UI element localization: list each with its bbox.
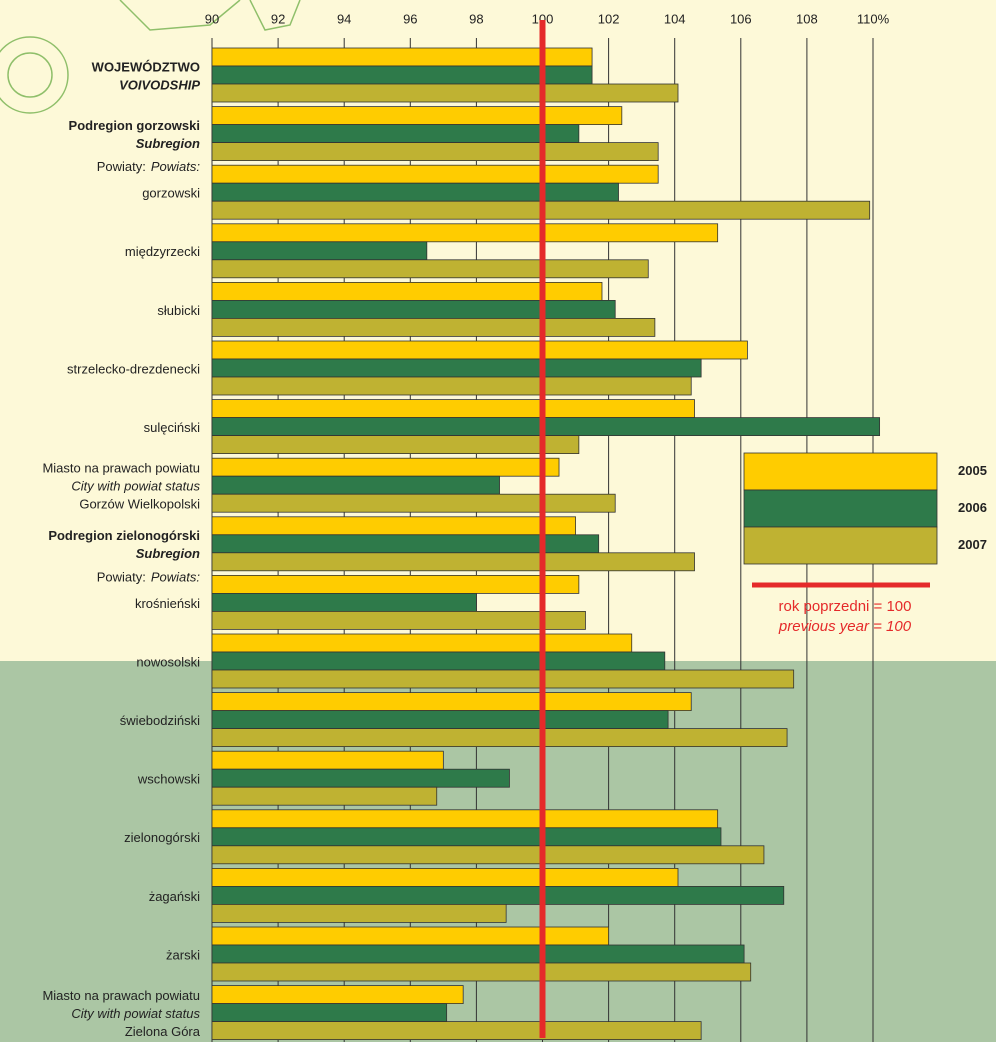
bar xyxy=(211,340,748,360)
bar xyxy=(211,317,656,337)
bar xyxy=(211,164,659,184)
bar xyxy=(211,516,576,536)
bar xyxy=(211,182,619,202)
bar xyxy=(211,259,649,279)
bar xyxy=(211,868,679,887)
bar xyxy=(211,926,610,946)
bar xyxy=(211,142,659,162)
category-label: sulęciński xyxy=(144,420,200,435)
bar xyxy=(211,124,580,143)
bar xyxy=(211,376,692,396)
bar xyxy=(211,985,464,1004)
category-label: gorzowski xyxy=(142,186,200,201)
category-label: międzyrzecki xyxy=(125,244,200,259)
note-part: Powiaty: xyxy=(97,160,146,175)
group-note: Powiaty: Powiats: xyxy=(97,160,201,175)
category-label: Zielona Góra xyxy=(125,1024,201,1039)
bar xyxy=(211,1021,702,1040)
category-label: WOJEWÓDZTWO xyxy=(92,59,200,74)
x-tick-label: 100 xyxy=(532,11,554,26)
category-label: Podregion zielonogórski xyxy=(48,528,200,543)
bar xyxy=(211,435,580,455)
legend-label: 2005 xyxy=(958,463,987,478)
bar xyxy=(211,786,438,806)
bar xyxy=(211,692,692,711)
category-label: Gorzów Wielkopolski xyxy=(79,497,200,512)
category-label: Miasto na prawach powiatu xyxy=(42,988,200,1003)
x-tick-label: 104 xyxy=(664,11,686,26)
legend-label: 2007 xyxy=(958,537,987,552)
bar xyxy=(211,651,666,671)
category-label: Miasto na prawach powiatu xyxy=(42,461,200,476)
x-tick-label: 96 xyxy=(403,11,417,26)
reference-label: rok poprzedni = 100 xyxy=(778,598,911,615)
note-part: Powiats: xyxy=(151,160,201,175)
category-label: świebodziński xyxy=(120,713,200,728)
bar xyxy=(211,47,593,67)
x-tick-label: 106 xyxy=(730,11,752,26)
bar xyxy=(211,65,593,85)
bar xyxy=(211,593,477,612)
reference-label: previous year = 100 xyxy=(778,618,912,635)
bar xyxy=(211,417,881,437)
x-tick-label: 92 xyxy=(271,11,285,26)
bar xyxy=(211,457,560,477)
category-label: żarski xyxy=(166,947,200,962)
bar xyxy=(211,399,695,419)
x-tick-label: 102 xyxy=(598,11,620,26)
bar xyxy=(211,241,428,261)
category-label: City with powiat status xyxy=(71,1006,200,1021)
bar xyxy=(211,886,785,905)
bar xyxy=(211,552,695,572)
category-label: Subregion xyxy=(136,546,200,561)
category-label: VOIVODSHIP xyxy=(119,77,200,92)
bar xyxy=(211,845,765,865)
bar xyxy=(211,944,745,964)
category-label: żagański xyxy=(149,889,200,904)
legend-label: 2006 xyxy=(958,500,987,515)
bar xyxy=(211,223,719,243)
bar xyxy=(211,962,752,982)
category-label: City with powiat status xyxy=(71,479,200,494)
bar xyxy=(211,904,507,923)
legend-swatch xyxy=(743,489,938,528)
bar xyxy=(211,728,788,747)
category-label: krośnieński xyxy=(135,596,200,611)
legend-swatch xyxy=(743,526,938,565)
x-tick-label: 90 xyxy=(205,11,219,26)
group-note: Powiaty: Powiats: xyxy=(97,570,201,585)
bar xyxy=(211,358,702,378)
bar xyxy=(211,493,616,513)
bar xyxy=(211,633,633,653)
note-part: Powiats: xyxy=(151,570,201,585)
bar xyxy=(211,768,510,788)
bar xyxy=(211,809,719,829)
bar xyxy=(211,575,580,594)
bar xyxy=(211,750,444,770)
bar xyxy=(211,611,586,630)
category-label: nowosolski xyxy=(136,654,200,669)
bar xyxy=(211,827,722,847)
x-tick-label: 94 xyxy=(337,11,351,26)
category-label: strzelecko-drezdenecki xyxy=(67,361,200,376)
bar xyxy=(211,299,616,319)
bar xyxy=(211,106,623,125)
note-part: Powiaty: xyxy=(97,570,146,585)
x-tick-label: 98 xyxy=(469,11,483,26)
bar xyxy=(211,669,795,689)
category-label: Subregion xyxy=(136,136,200,151)
bar xyxy=(211,83,679,103)
category-label: zielonogórski xyxy=(124,830,200,845)
category-label: wschowski xyxy=(137,772,200,787)
x-tick-label: 108 xyxy=(796,11,818,26)
bar xyxy=(211,710,669,729)
bar xyxy=(211,475,500,495)
bar xyxy=(211,1003,448,1022)
category-label: Podregion gorzowski xyxy=(69,118,200,133)
legend-swatch xyxy=(743,452,938,491)
category-label: słubicki xyxy=(157,303,200,318)
decoration xyxy=(0,0,301,114)
x-tick-label: 110% xyxy=(857,11,890,26)
